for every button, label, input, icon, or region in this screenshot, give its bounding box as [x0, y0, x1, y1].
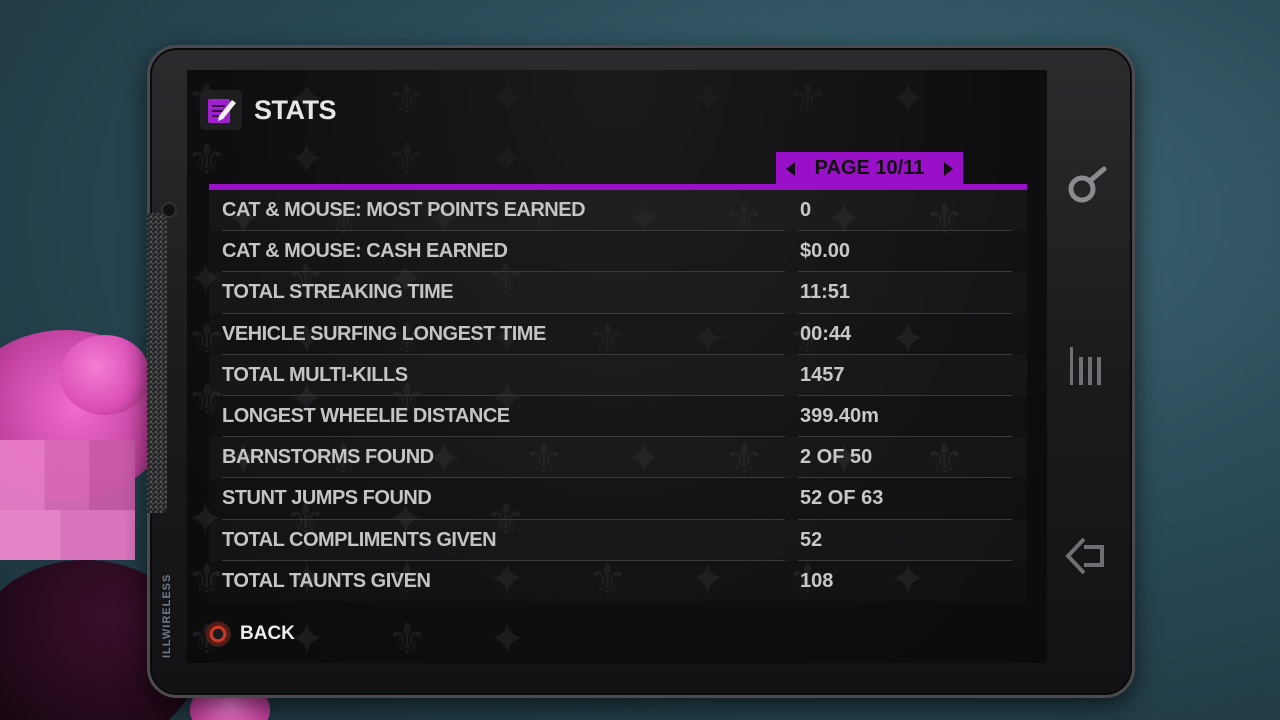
stat-label: BARNSTORMS FOUND — [222, 446, 434, 469]
row-divider — [798, 436, 1012, 438]
stat-value: 1457 — [800, 363, 845, 386]
stat-label: TOTAL STREAKING TIME — [222, 281, 454, 304]
stat-row: CAT & MOUSE: CASH EARNED $0.00 — [209, 231, 1027, 273]
row-divider — [222, 394, 785, 396]
row-divider — [222, 559, 785, 561]
page-title: STATS — [254, 94, 337, 125]
row-divider — [798, 312, 1012, 314]
stat-label: TOTAL TAUNTS GIVEN — [222, 569, 431, 592]
stat-label: TOTAL MULTI-KILLS — [222, 363, 408, 386]
row-divider — [798, 353, 1012, 355]
stat-value: 52 — [800, 528, 823, 551]
stat-value: 108 — [800, 569, 834, 592]
censor-pixelation — [0, 440, 135, 560]
device-brand: ILLWIRELESS — [161, 573, 173, 658]
stat-label: LONGEST WHEELIE DISTANCE — [222, 405, 510, 428]
page-indicator[interactable]: PAGE 10/11 — [776, 152, 963, 185]
stat-value: 00:44 — [800, 322, 852, 345]
stat-row: BARNSTORMS FOUND 2 OF 50 — [209, 437, 1027, 479]
stat-value: $0.00 — [800, 240, 851, 263]
stat-label: STUNT JUMPS FOUND — [222, 487, 432, 510]
background-character-hand — [60, 335, 150, 415]
side-menu-button[interactable] — [1064, 343, 1110, 389]
side-search-button[interactable] — [1064, 163, 1110, 209]
row-divider — [798, 230, 1012, 232]
search-icon — [1068, 166, 1107, 203]
stat-label: TOTAL COMPLIMENTS GIVEN — [222, 528, 497, 551]
speaker-grille — [147, 213, 167, 513]
stat-row: LONGEST WHEELIE DISTANCE 399.40m — [209, 396, 1027, 438]
circle-button-icon — [206, 622, 230, 646]
row-divider — [798, 271, 1012, 273]
stat-value: 52 OF 63 — [800, 487, 884, 510]
next-page-icon[interactable] — [943, 161, 953, 176]
stat-label: VEHICLE SURFING LONGEST TIME — [222, 322, 546, 345]
stat-row: VEHICLE SURFING LONGEST TIME 00:44 — [209, 314, 1027, 355]
prev-page-icon[interactable] — [786, 161, 795, 176]
stat-row: CAT & MOUSE: MOST POINTS EARNED 0 — [209, 190, 1027, 232]
stat-label: CAT & MOUSE: CASH EARNED — [222, 240, 508, 263]
notepad-pencil-icon — [200, 90, 242, 130]
stat-row: TOTAL STREAKING TIME 11:51 — [209, 272, 1027, 314]
row-divider — [222, 436, 785, 438]
row-divider — [222, 518, 785, 520]
stat-row: TOTAL TAUNTS GIVEN 108 — [209, 561, 1027, 602]
stat-row: TOTAL MULTI-KILLS 1457 — [209, 355, 1027, 396]
row-divider — [798, 394, 1012, 396]
back-button[interactable]: BACK — [206, 620, 295, 648]
row-divider — [222, 312, 785, 314]
back-label: BACK — [240, 623, 295, 644]
stat-value: 11:51 — [800, 281, 851, 304]
stat-label: CAT & MOUSE: MOST POINTS EARNED — [222, 199, 586, 222]
stats-header: STATS — [200, 88, 337, 132]
page-indicator-label: PAGE 10/11 — [814, 157, 925, 179]
row-divider — [222, 353, 785, 355]
row-divider — [222, 477, 785, 479]
back-arrow-icon — [1065, 537, 1104, 575]
row-divider — [798, 477, 1012, 479]
row-divider — [222, 230, 785, 232]
stat-row: TOTAL COMPLIMENTS GIVEN 52 — [209, 520, 1027, 561]
stats-table: CAT & MOUSE: MOST POINTS EARNED 0 CAT & … — [209, 190, 1027, 602]
row-divider — [222, 271, 785, 273]
header-divider — [209, 184, 1027, 190]
stat-row: STUNT JUMPS FOUND 52 OF 63 — [209, 478, 1027, 520]
row-divider — [798, 559, 1012, 561]
menu-bars-icon — [1070, 347, 1101, 385]
stat-value: 0 — [800, 199, 812, 222]
stat-value: 2 OF 50 — [800, 446, 873, 469]
side-back-button[interactable] — [1064, 533, 1110, 579]
row-divider — [798, 518, 1012, 520]
stat-value: 399.40m — [800, 405, 879, 428]
camera-dot — [163, 204, 175, 216]
